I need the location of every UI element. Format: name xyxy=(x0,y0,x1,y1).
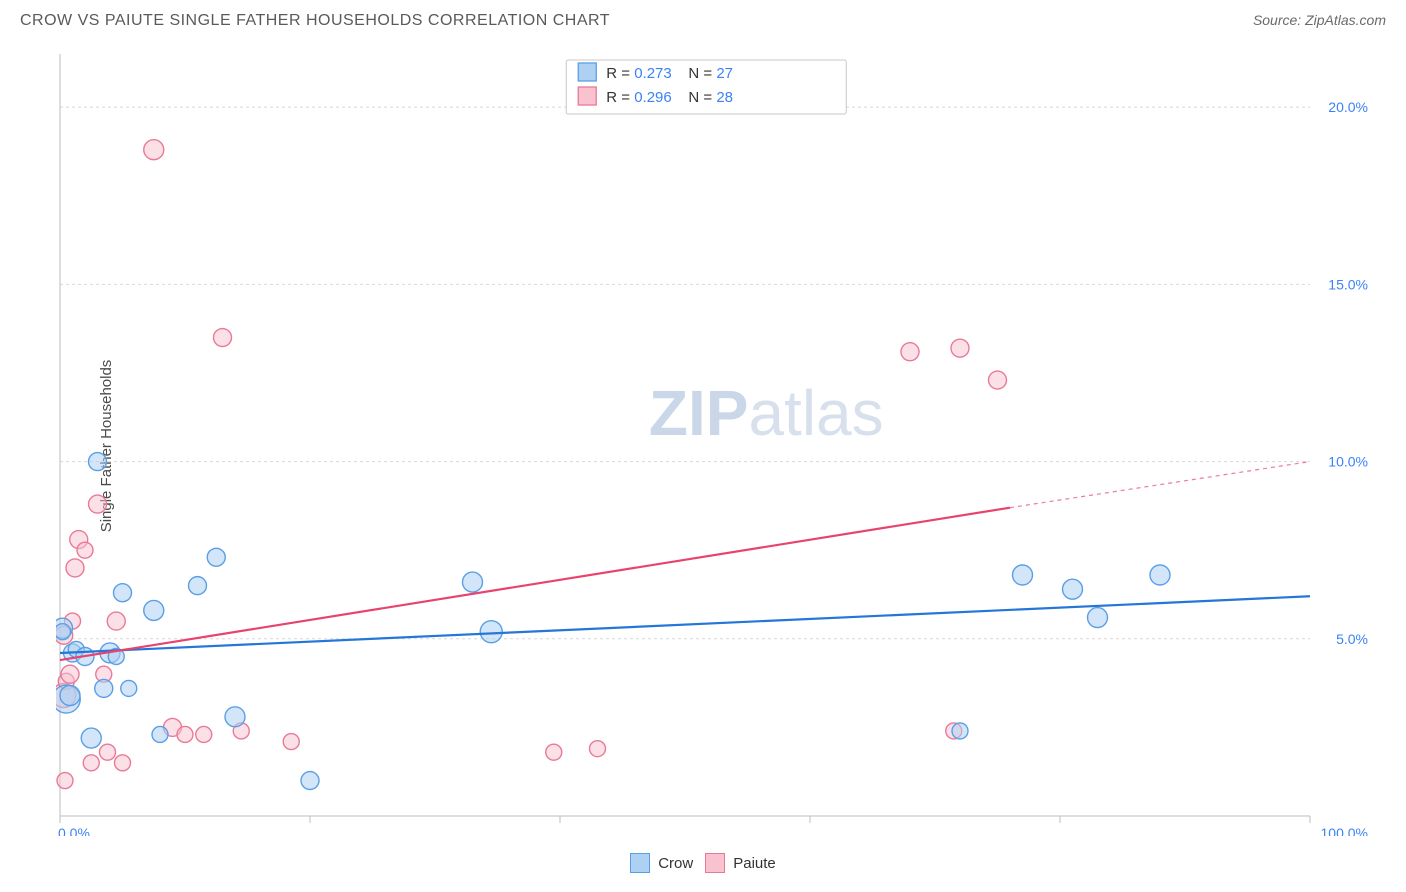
data-point-paiute xyxy=(214,329,232,347)
y-tick-label: 15.0% xyxy=(1328,276,1368,292)
data-point-paiute xyxy=(951,339,969,357)
x-tick-label: 100.0% xyxy=(1321,825,1368,836)
data-point-paiute xyxy=(107,612,125,630)
legend-stat-row: R = 0.273 N = 27 xyxy=(606,65,733,82)
data-point-paiute xyxy=(100,744,116,760)
data-point-crow xyxy=(152,726,168,742)
source-label: Source: ZipAtlas.com xyxy=(1253,12,1386,28)
data-point-crow xyxy=(89,453,107,471)
data-point-crow xyxy=(81,728,101,748)
plot-area: 5.0% 10.0% 15.0% 20.0% ZIPatlas 0.0% 100.0% R =… xyxy=(56,44,1380,836)
data-point-crow xyxy=(1088,608,1108,628)
legend-label: Crow xyxy=(658,855,693,872)
data-point-paiute xyxy=(901,343,919,361)
data-point-paiute xyxy=(57,773,73,789)
data-point-paiute xyxy=(546,744,562,760)
data-point-crow xyxy=(1150,565,1170,585)
data-point-crow xyxy=(225,707,245,727)
data-point-paiute xyxy=(66,559,84,577)
legend-swatch xyxy=(705,853,725,873)
chart-header: CROW VS PAIUTE SINGLE FATHER HOUSEHOLDS … xyxy=(20,12,1386,42)
legend-swatch xyxy=(578,63,596,81)
legend-item-paiute: Paiute xyxy=(705,853,776,873)
data-point-paiute xyxy=(61,665,79,683)
legend-item-crow: Crow xyxy=(630,853,693,873)
chart-title: CROW VS PAIUTE SINGLE FATHER HOUSEHOLDS … xyxy=(20,12,610,29)
legend-swatch xyxy=(630,853,650,873)
data-point-crow xyxy=(301,772,319,790)
x-tick-label: 0.0% xyxy=(58,825,90,836)
trend-line-crow xyxy=(60,596,1310,653)
data-point-crow xyxy=(60,685,80,705)
data-point-paiute xyxy=(144,140,164,160)
y-tick-label: 10.0% xyxy=(1328,454,1368,470)
data-point-paiute xyxy=(83,755,99,771)
data-point-crow xyxy=(114,584,132,602)
data-point-paiute xyxy=(590,741,606,757)
data-point-crow xyxy=(189,577,207,595)
trend-line-extrapolated-paiute xyxy=(1010,462,1310,508)
data-point-crow xyxy=(1013,565,1033,585)
data-point-crow xyxy=(207,548,225,566)
legend-stat-row: R = 0.296 N = 28 xyxy=(606,89,733,106)
data-point-crow xyxy=(144,600,164,620)
watermark: ZIPatlas xyxy=(649,377,884,449)
data-point-paiute xyxy=(115,755,131,771)
data-point-crow xyxy=(480,621,502,643)
y-tick-label: 20.0% xyxy=(1328,99,1368,115)
data-point-paiute xyxy=(283,734,299,750)
data-point-paiute xyxy=(196,726,212,742)
data-point-crow xyxy=(463,572,483,592)
data-point-crow xyxy=(56,624,71,640)
data-point-paiute xyxy=(177,726,193,742)
data-point-crow xyxy=(1063,579,1083,599)
data-point-paiute xyxy=(89,495,107,513)
legend-bottom: Crow Paiute xyxy=(0,853,1406,878)
legend-swatch xyxy=(578,87,596,105)
scatter-plot-svg: 5.0% 10.0% 15.0% 20.0% ZIPatlas 0.0% 100.0% R =… xyxy=(56,44,1380,836)
data-point-paiute xyxy=(77,542,93,558)
data-point-crow xyxy=(952,723,968,739)
data-point-crow xyxy=(95,679,113,697)
data-point-crow xyxy=(121,680,137,696)
y-tick-label: 5.0% xyxy=(1336,631,1368,647)
legend-label: Paiute xyxy=(733,855,776,872)
data-point-paiute xyxy=(989,371,1007,389)
